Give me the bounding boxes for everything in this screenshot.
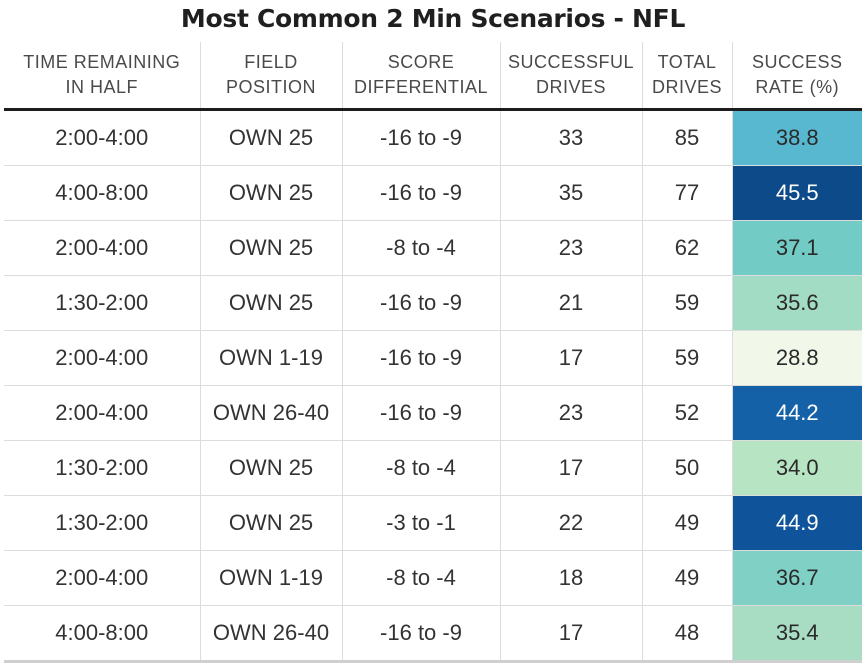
table-row: 4:00-8:00 OWN 25 -16 to -9 35 77 45.5 — [4, 165, 862, 221]
scenarios-table: TIME REMAINING IN HALF FIELD POSITION SCOR… — [4, 42, 862, 663]
table-row: 1:30-2:00 OWN 25 -3 to -1 22 49 44.9 — [4, 495, 862, 551]
score-differential-cell: -16 to -9 — [342, 275, 501, 331]
field-position-cell: OWN 25 — [200, 220, 343, 276]
score-differential-cell: -8 to -4 — [342, 440, 501, 496]
table-row: 2:00-4:00 OWN 1-19 -16 to -9 17 59 28.8 — [4, 330, 862, 386]
header-success-rate: SUCCESS RATE (%) — [732, 42, 862, 111]
time-remaining-cell: 2:00-4:00 — [4, 550, 201, 606]
table-row: 2:00-4:00 OWN 25 -8 to -4 23 62 37.1 — [4, 220, 862, 276]
score-differential-cell: -8 to -4 — [342, 220, 501, 276]
success-rate-cell: 28.8 — [732, 330, 862, 386]
chart-title: Most Common 2 Min Scenarios - NFL — [180, 4, 686, 33]
score-differential-cell: -16 to -9 — [342, 165, 501, 221]
successful-drives-cell: 18 — [500, 550, 643, 606]
successful-drives-cell: 17 — [500, 605, 643, 663]
score-differential-cell: -16 to -9 — [342, 385, 501, 441]
score-differential-cell: -16 to -9 — [342, 109, 501, 166]
time-remaining-cell: 2:00-4:00 — [4, 385, 201, 441]
total-drives-cell: 48 — [642, 605, 733, 663]
table-row: 4:00-8:00 OWN 26-40 -16 to -9 17 48 35.4 — [4, 605, 862, 663]
score-differential-cell: -16 to -9 — [342, 330, 501, 386]
successful-drives-cell: 17 — [500, 440, 643, 496]
table-row: 1:30-2:00 OWN 25 -16 to -9 21 59 35.6 — [4, 275, 862, 331]
time-remaining-cell: 1:30-2:00 — [4, 495, 201, 551]
total-drives-cell: 59 — [642, 275, 733, 331]
success-rate-cell: 35.4 — [732, 605, 862, 663]
field-position-cell: OWN 25 — [200, 109, 343, 166]
total-drives-cell: 50 — [642, 440, 733, 496]
total-drives-cell: 77 — [642, 165, 733, 221]
table-row: 2:00-4:00 OWN 25 -16 to -9 33 85 38.8 — [4, 109, 862, 166]
header-time-remaining: TIME REMAINING IN HALF — [4, 42, 201, 111]
field-position-cell: OWN 1-19 — [200, 330, 343, 386]
total-drives-cell: 49 — [642, 495, 733, 551]
successful-drives-cell: 22 — [500, 495, 643, 551]
time-remaining-cell: 2:00-4:00 — [4, 109, 201, 166]
total-drives-cell: 52 — [642, 385, 733, 441]
success-rate-cell: 44.2 — [732, 385, 862, 441]
time-remaining-cell: 4:00-8:00 — [4, 165, 201, 221]
total-drives-cell: 62 — [642, 220, 733, 276]
successful-drives-cell: 33 — [500, 109, 643, 166]
field-position-cell: OWN 26-40 — [200, 385, 343, 441]
time-remaining-cell: 2:00-4:00 — [4, 330, 201, 386]
table-row: 1:30-2:00 OWN 25 -8 to -4 17 50 34.0 — [4, 440, 862, 496]
success-rate-cell: 44.9 — [732, 495, 862, 551]
successful-drives-cell: 23 — [500, 385, 643, 441]
score-differential-cell: -16 to -9 — [342, 605, 501, 663]
header-total-drives: TOTAL DRIVES — [642, 42, 733, 111]
time-remaining-cell: 1:30-2:00 — [4, 275, 201, 331]
success-rate-cell: 45.5 — [732, 165, 862, 221]
total-drives-cell: 49 — [642, 550, 733, 606]
field-position-cell: OWN 1-19 — [200, 550, 343, 606]
header-score-differential: SCORE DIFFERENTIAL — [342, 42, 501, 111]
table-body: 2:00-4:00 OWN 25 -16 to -9 33 85 38.8 4:00-8:0… — [4, 109, 862, 663]
total-drives-cell: 59 — [642, 330, 733, 386]
successful-drives-cell: 17 — [500, 330, 643, 386]
field-position-cell: OWN 25 — [200, 165, 343, 221]
header-row: TIME REMAINING IN HALF FIELD POSITION SCOR… — [4, 42, 862, 111]
success-rate-cell: 36.7 — [732, 550, 862, 606]
success-rate-cell: 38.8 — [732, 109, 862, 166]
field-position-cell: OWN 25 — [200, 440, 343, 496]
score-differential-cell: -8 to -4 — [342, 550, 501, 606]
score-differential-cell: -3 to -1 — [342, 495, 501, 551]
header-field-position: FIELD POSITION — [200, 42, 343, 111]
successful-drives-cell: 23 — [500, 220, 643, 276]
success-rate-cell: 34.0 — [732, 440, 862, 496]
header-successful-drives: SUCCESSFUL DRIVES — [500, 42, 643, 111]
field-position-cell: OWN 25 — [200, 275, 343, 331]
successful-drives-cell: 21 — [500, 275, 643, 331]
table-row: 2:00-4:00 OWN 1-19 -8 to -4 18 49 36.7 — [4, 550, 862, 606]
success-rate-cell: 35.6 — [732, 275, 862, 331]
time-remaining-cell: 4:00-8:00 — [4, 605, 201, 663]
field-position-cell: OWN 25 — [200, 495, 343, 551]
table-row: 2:00-4:00 OWN 26-40 -16 to -9 23 52 44.2 — [4, 385, 862, 441]
time-remaining-cell: 1:30-2:00 — [4, 440, 201, 496]
total-drives-cell: 85 — [642, 109, 733, 166]
successful-drives-cell: 35 — [500, 165, 643, 221]
success-rate-cell: 37.1 — [732, 220, 862, 276]
time-remaining-cell: 2:00-4:00 — [4, 220, 201, 276]
field-position-cell: OWN 26-40 — [200, 605, 343, 663]
